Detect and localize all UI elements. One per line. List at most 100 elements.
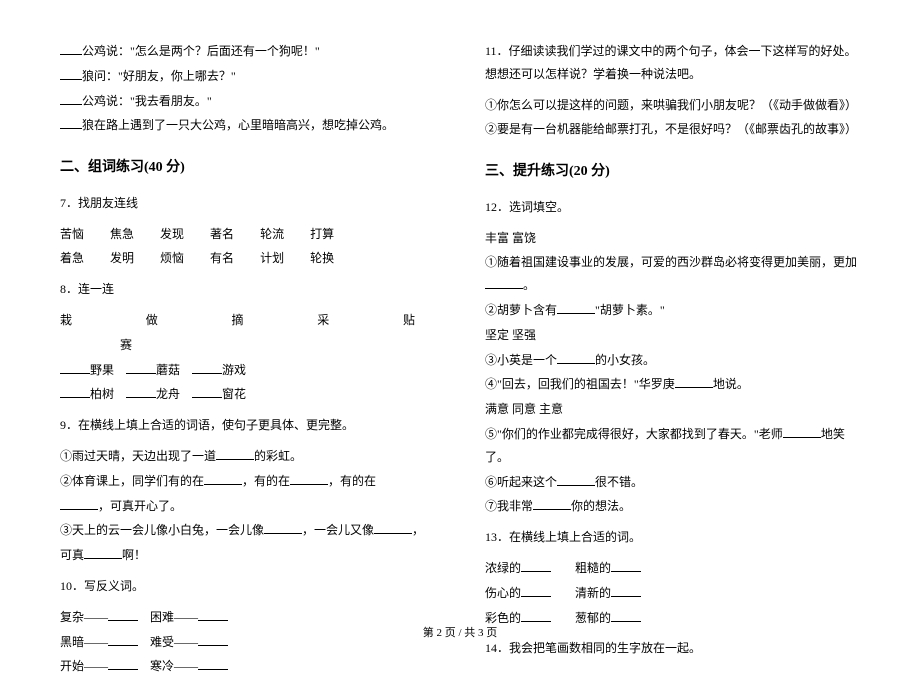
text: ④"回去，回我们的祖国去！"华罗庚: [485, 377, 675, 391]
word: 龙舟: [156, 387, 180, 401]
q11-2: ②要是有一台机器能给邮票打孔，不是很好吗？（《邮票齿孔的故事》）: [485, 118, 860, 141]
dialog-line: 公鸡说："我去看朋友。": [60, 90, 435, 113]
text: ②体育课上，同学们有的在: [60, 474, 204, 488]
word: 发现: [160, 223, 184, 246]
text: 。: [523, 278, 535, 292]
word: 轮换: [310, 247, 334, 270]
word: 发明: [110, 247, 134, 270]
text: 浓绿的: [485, 561, 521, 575]
q12-title: 12．选词填空。: [485, 196, 860, 219]
q9-3: ③天上的云一会儿像小白兔，一会儿像 ，一会儿又像 ，: [60, 519, 435, 542]
text: 地说。: [713, 377, 749, 391]
dialog-line: 狼在路上遇到了一只大公鸡，心里暗暗高兴，想吃掉公鸡。: [60, 114, 435, 137]
word: 有名: [210, 247, 234, 270]
q9-2: ②体育课上，同学们有的在，有的在，有的在: [60, 470, 435, 493]
text: 你的想法。: [571, 499, 631, 513]
word: 轮流: [260, 223, 284, 246]
word: 柏树: [90, 387, 114, 401]
left-column: 公鸡说："怎么是两个？后面还有一个狗呢！" 狼问："好朋友，你上哪去？" 公鸡说…: [60, 40, 435, 600]
dialog-line: 公鸡说："怎么是两个？后面还有一个狗呢！": [60, 40, 435, 63]
q10-row: 开始—— 寒冷——: [60, 655, 435, 678]
word: 苦恼: [60, 223, 84, 246]
text: ，有的在: [242, 474, 290, 488]
text: 公鸡说："怎么是两个？后面还有一个狗呢！": [82, 44, 320, 58]
text: ，: [412, 523, 424, 537]
text: ，一会儿又像: [302, 523, 374, 537]
text: "胡萝卜素。": [595, 303, 665, 317]
q13-row: 伤心的 清新的: [485, 582, 860, 605]
q9-1: ①雨过天晴，天边出现了一道的彩虹。: [60, 445, 435, 468]
text: 寒冷——: [150, 659, 198, 673]
q12-5: ⑤"你们的作业都完成得很好，大家都找到了春天。"老师地笑了。: [485, 423, 860, 469]
word: 采: [317, 309, 329, 332]
q7-row-b: 着急 发明 烦恼 有名 计划 轮换: [60, 247, 435, 270]
word: 窗花: [222, 387, 246, 401]
q8-title: 8．连一连: [60, 278, 435, 301]
word: 贴: [403, 309, 415, 332]
text: 狼在路上遇到了一只大公鸡，心里暗暗高兴，想吃掉公鸡。: [82, 118, 394, 132]
q12-7: ⑦我非常 你的想法。: [485, 495, 860, 518]
word: 焦急: [110, 223, 134, 246]
text: 彩色的: [485, 611, 521, 625]
text: 可真: [60, 548, 84, 562]
text: 清新的: [575, 586, 611, 600]
section-2-title: 二、组词练习(40 分): [60, 155, 435, 182]
q11-1: ①你怎么可以提这样的问题，来哄骗我们小朋友呢？（《动手做做看》）: [485, 94, 860, 117]
text: 很不错。: [595, 475, 643, 489]
text: ②胡萝卜含有: [485, 303, 557, 317]
right-column: 11．仔细读读我们学过的课文中的两个句子，体会一下这样写的好处。想想还可以怎样说…: [485, 40, 860, 600]
text: 的小女孩。: [595, 353, 655, 367]
word: 游戏: [222, 363, 246, 377]
text: 粗糙的: [575, 561, 611, 575]
q12-g1: 丰富 富饶: [485, 227, 860, 250]
q9-title: 9．在横线上填上合适的词语，使句子更具体、更完整。: [60, 414, 435, 437]
q13-row: 浓绿的 粗糙的: [485, 557, 860, 580]
page-footer: 第 2 页 / 共 3 页: [0, 624, 920, 640]
word: 计划: [260, 247, 284, 270]
q9-2b: ，可真开心了。: [60, 495, 435, 518]
q8-row-c1: 野果 蘑菇 游戏: [60, 359, 435, 382]
word: 野果: [90, 363, 114, 377]
q12-4: ④"回去，回我们的祖国去！"华罗庚 地说。: [485, 373, 860, 396]
text: ⑦我非常: [485, 499, 533, 513]
text: 公鸡说："我去看朋友。": [82, 94, 212, 108]
text: 开始——: [60, 659, 108, 673]
q12-1: ①随着祖国建设事业的发展，可爱的西沙群岛必将变得更加美丽，更加。: [485, 251, 860, 297]
text: 狼问："好朋友，你上哪去？": [82, 69, 236, 83]
text: ①随着祖国建设事业的发展，可爱的西沙群岛必将变得更加美丽，更加: [485, 255, 857, 269]
word: 著名: [210, 223, 234, 246]
q13-title: 13．在横线上填上合适的词。: [485, 526, 860, 549]
q14-title: 14．我会把笔画数相同的生字放在一起。: [485, 637, 860, 660]
text: ③天上的云一会儿像小白兔，一会儿像: [60, 523, 264, 537]
q7-row-a: 苦恼 焦急 发现 著名 轮流 打算: [60, 223, 435, 246]
text: 伤心的: [485, 586, 521, 600]
word: 摘: [231, 309, 243, 332]
word: 栽: [60, 309, 72, 332]
word: 做: [146, 309, 158, 332]
section-3-title: 三、提升练习(20 分): [485, 159, 860, 186]
dialog-line: 狼问："好朋友，你上哪去？": [60, 65, 435, 88]
text: 葱郁的: [575, 611, 611, 625]
q8-row-b: 赛: [60, 334, 435, 357]
q11-title: 11．仔细读读我们学过的课文中的两个句子，体会一下这样写的好处。想想还可以怎样说…: [485, 40, 860, 86]
q8-row-c2: 柏树 龙舟 窗花: [60, 383, 435, 406]
word: 蘑菇: [156, 363, 180, 377]
q12-g2: 坚定 坚强: [485, 324, 860, 347]
text: ③小英是一个: [485, 353, 557, 367]
word: 着急: [60, 247, 84, 270]
text: 复杂——: [60, 610, 108, 624]
text: 啊！: [122, 548, 146, 562]
text: ⑤"你们的作业都完成得很好，大家都找到了春天。"老师: [485, 427, 783, 441]
q12-6: ⑥听起来这个 很不错。: [485, 471, 860, 494]
q12-g3: 满意 同意 主意: [485, 398, 860, 421]
q12-2: ②胡萝卜含有 "胡萝卜素。": [485, 299, 860, 322]
q12-3: ③小英是一个 的小女孩。: [485, 349, 860, 372]
text: 困难——: [150, 610, 198, 624]
text: ，可真开心了。: [98, 499, 182, 513]
q10-title: 10．写反义词。: [60, 575, 435, 598]
word: 烦恼: [160, 247, 184, 270]
word: 打算: [310, 223, 334, 246]
text: ⑥听起来这个: [485, 475, 557, 489]
q7-title: 7．找朋友连线: [60, 192, 435, 215]
word: 赛: [120, 338, 132, 352]
